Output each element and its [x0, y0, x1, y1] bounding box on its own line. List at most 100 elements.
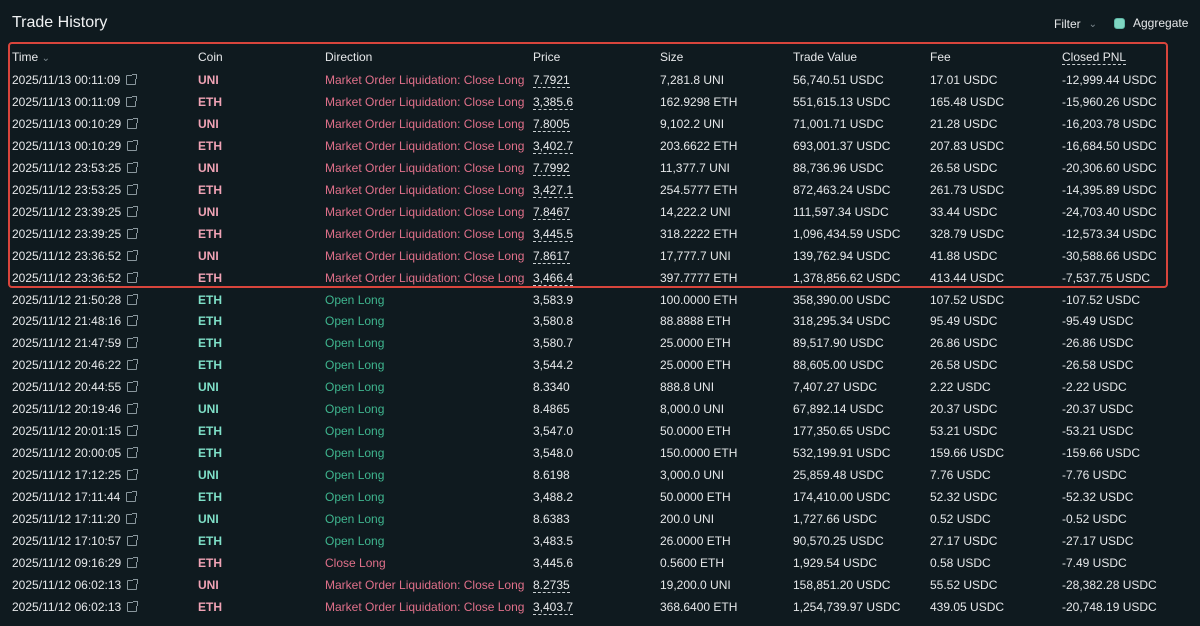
external-link-icon[interactable]: [127, 534, 139, 546]
price-text: 3,580.7: [533, 336, 574, 351]
coin-cell[interactable]: ETH: [198, 336, 222, 351]
coin-cell[interactable]: UNI: [198, 380, 219, 395]
time-cell: 2025/11/12 23:39:25: [12, 223, 139, 245]
coin-cell[interactable]: UNI: [198, 204, 219, 219]
closed-pnl-cell: -52.32 USDC: [1062, 490, 1134, 505]
table-row: 2025/11/12 23:39:25 UNI Market Order Liqui…: [0, 201, 1200, 223]
external-link-icon[interactable]: [127, 139, 139, 151]
time-text: 2025/11/12 23:36:52: [12, 270, 122, 285]
fee-cell: 26.58 USDC: [930, 160, 998, 175]
external-link-icon[interactable]: [127, 249, 139, 261]
external-link-icon[interactable]: [127, 403, 139, 415]
external-link-icon[interactable]: [126, 74, 138, 85]
table-row: 2025/11/12 20:01:15 ETH Open Long 3,547.0 50…: [0, 420, 1200, 442]
coin-cell[interactable]: UNI: [198, 73, 219, 87]
external-link-icon[interactable]: [127, 315, 139, 327]
external-link-icon[interactable]: [127, 600, 139, 612]
aggregate-checkbox[interactable]: [1114, 17, 1125, 29]
coin-cell[interactable]: UNI: [198, 248, 219, 263]
time-cell: 2025/11/12 23:53:25: [12, 157, 139, 179]
external-link-icon[interactable]: [126, 513, 138, 524]
trade-value-cell: 1,254,739.97 USDC: [793, 599, 901, 614]
fee-cell: 2.22 USDC: [930, 380, 991, 395]
column-header-time[interactable]: Time ⌄: [12, 46, 50, 70]
price-text: 8.3340: [533, 380, 570, 395]
column-header-closed-pnl[interactable]: Closed PNL: [1062, 46, 1127, 68]
external-link-icon[interactable]: [127, 227, 139, 239]
coin-cell[interactable]: UNI: [198, 468, 219, 483]
coin-cell[interactable]: ETH: [198, 424, 222, 439]
time-cell: 2025/11/13 00:11:09: [12, 69, 138, 91]
coin-cell[interactable]: UNI: [198, 402, 219, 417]
filter-dropdown[interactable]: Filter ⌄: [1054, 17, 1097, 31]
external-link-icon[interactable]: [127, 359, 139, 371]
page-title: Trade History: [12, 14, 108, 31]
price-text: 3,403.7: [533, 599, 574, 615]
coin-cell[interactable]: ETH: [198, 182, 222, 197]
direction-cell: Market Order Liquidation: Close Long: [325, 160, 525, 175]
price-cell: 3,488.2: [533, 486, 573, 508]
table-row: 2025/11/12 20:44:55 UNI Open Long 8.3340 888…: [0, 376, 1200, 398]
coin-cell[interactable]: ETH: [198, 446, 222, 461]
direction-cell: Open Long: [325, 512, 385, 526]
coin-cell[interactable]: UNI: [198, 577, 219, 592]
time-text: 2025/11/12 17:11:44: [12, 490, 121, 505]
table-row: 2025/11/12 23:36:52 UNI Market Order Liqui…: [0, 245, 1200, 267]
fee-cell: 261.73 USDC: [930, 182, 1005, 197]
external-link-icon[interactable]: [127, 205, 139, 217]
closed-pnl-cell: -20,748.19 USDC: [1062, 599, 1157, 614]
coin-cell[interactable]: UNI: [198, 160, 219, 175]
fee-cell: 413.44 USDC: [930, 270, 1005, 285]
coin-cell[interactable]: ETH: [198, 226, 222, 241]
external-link-icon[interactable]: [127, 161, 139, 173]
external-link-icon[interactable]: [127, 381, 139, 393]
external-link-icon[interactable]: [127, 425, 139, 437]
closed-pnl-cell: -7.76 USDC: [1062, 468, 1127, 483]
closed-pnl-cell: -2.22 USDC: [1062, 380, 1127, 395]
time-cell: 2025/11/12 20:44:55: [12, 376, 139, 398]
fee-cell: 53.21 USDC: [930, 424, 998, 439]
coin-cell[interactable]: ETH: [198, 358, 222, 373]
external-link-icon[interactable]: [127, 556, 139, 568]
trade-value-cell: 90,570.25 USDC: [793, 533, 884, 548]
closed-pnl-cell: -53.21 USDC: [1062, 424, 1134, 439]
fee-cell: 439.05 USDC: [930, 599, 1005, 614]
aggregate-toggle[interactable]: Aggregate: [1114, 16, 1188, 30]
time-text: 2025/11/12 20:46:22: [12, 358, 122, 373]
table-row: 2025/11/12 09:16:29 ETH Close Long 3,445.6 0…: [0, 552, 1200, 574]
size-cell: 11,377.7 UNI: [660, 160, 730, 175]
coin-cell[interactable]: ETH: [198, 270, 222, 285]
table-row: 2025/11/12 17:10:57 ETH Open Long 3,483.5 26…: [0, 530, 1200, 552]
coin-cell[interactable]: UNI: [198, 512, 219, 526]
external-link-icon[interactable]: [127, 293, 139, 305]
external-link-icon[interactable]: [127, 469, 139, 481]
external-link-icon[interactable]: [127, 271, 139, 283]
fee-cell: 7.76 USDC: [930, 468, 991, 483]
size-cell: 26.0000 ETH: [660, 533, 731, 548]
coin-cell[interactable]: ETH: [198, 555, 222, 570]
external-link-icon[interactable]: [127, 447, 139, 459]
coin-cell[interactable]: ETH: [198, 94, 222, 109]
external-link-icon[interactable]: [127, 117, 139, 129]
trade-value-cell: 67,892.14 USDC: [793, 402, 884, 417]
table-row: 2025/11/12 17:11:20 UNI Open Long 8.6383 200…: [0, 508, 1200, 530]
external-link-icon[interactable]: [126, 95, 138, 107]
external-link-icon[interactable]: [127, 337, 139, 349]
coin-cell[interactable]: ETH: [198, 533, 222, 548]
price-text: 3,483.5: [533, 533, 574, 548]
external-link-icon[interactable]: [126, 491, 138, 503]
closed-pnl-cell: -30,588.66 USDC: [1062, 248, 1157, 263]
coin-cell[interactable]: ETH: [198, 599, 222, 614]
size-cell: 25.0000 ETH: [660, 358, 731, 373]
price-cell: 8.2735: [533, 574, 570, 596]
external-link-icon[interactable]: [127, 578, 139, 590]
trade-value-cell: 25,859.48 USDC: [793, 468, 884, 483]
coin-cell[interactable]: ETH: [198, 490, 222, 505]
price-text: 8.6383: [533, 512, 570, 526]
external-link-icon[interactable]: [127, 183, 139, 195]
coin-cell[interactable]: ETH: [198, 314, 222, 329]
coin-cell[interactable]: UNI: [198, 116, 219, 131]
size-cell: 100.0000 ETH: [660, 292, 738, 307]
coin-cell[interactable]: ETH: [198, 292, 222, 307]
coin-cell[interactable]: ETH: [198, 138, 222, 153]
